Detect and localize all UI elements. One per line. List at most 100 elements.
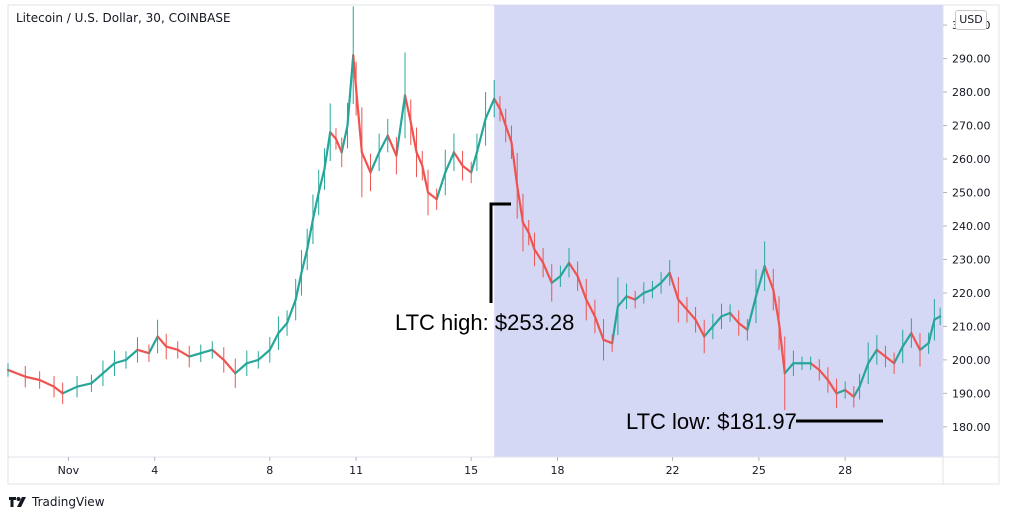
price-segment: [211, 348, 225, 362]
price-segment: [306, 218, 315, 251]
x-tick-label: 4: [151, 464, 158, 477]
price-segment: [772, 288, 781, 325]
price-segment: [113, 358, 128, 365]
high-annotation-line: [489, 202, 511, 303]
price-segment: [542, 261, 553, 284]
price-segment: [156, 335, 168, 348]
price-segment: [550, 275, 562, 284]
price-segment: [858, 362, 870, 388]
price-segment: [737, 321, 749, 331]
price-segment: [685, 308, 697, 321]
price-segment: [475, 117, 487, 154]
price-segment: [311, 191, 320, 221]
price-segment: [386, 134, 398, 157]
x-tick-label: 15: [464, 464, 478, 477]
y-tick-label: 190.00: [952, 387, 991, 400]
price-segment: [360, 151, 372, 174]
price-segment: [527, 231, 536, 251]
price-segment: [651, 281, 663, 291]
price-segment: [504, 124, 513, 144]
price-segment: [729, 311, 740, 325]
y-tick-label: 290.00: [952, 53, 991, 66]
price-segment: [421, 164, 430, 194]
price-segment: [668, 271, 680, 301]
price-segment: [329, 131, 338, 141]
footer: TradingView: [8, 492, 105, 512]
price-segment: [720, 311, 732, 318]
price-segment: [461, 164, 473, 174]
price-segment: [90, 372, 105, 385]
chart-svg: 180.00 190.00 200.00 210.00 220.00 230.00 240.…: [6, 4, 1000, 485]
price-segment: [783, 362, 795, 375]
price-segment: [435, 171, 447, 201]
price-segment: [268, 332, 280, 351]
price-segment: [852, 385, 861, 398]
low-annotation-label: LTC low: $181.97: [626, 409, 797, 434]
price-segment: [576, 275, 588, 301]
price-segment: [559, 261, 571, 278]
symbol-label: Litecoin / U.S. Dollar, 30, COINBASE: [16, 11, 231, 25]
price-segment: [188, 352, 202, 358]
y-tick-label: 260.00: [952, 153, 991, 166]
y-tick-label: 250.00: [952, 186, 991, 199]
price-segment: [277, 321, 289, 335]
price-segment: [884, 355, 896, 365]
price-segment: [403, 94, 412, 124]
price-segment: [711, 315, 723, 328]
price-segment: [24, 375, 41, 382]
price-segment: [52, 385, 64, 395]
price-segment: [777, 321, 786, 375]
price-segment: [234, 362, 248, 375]
price-segment: [75, 382, 93, 388]
price-segment: [61, 385, 79, 395]
price-segment: [567, 261, 579, 278]
price-segment: [395, 94, 407, 157]
price-segment: [835, 388, 847, 395]
x-tick-label: 28: [838, 464, 852, 477]
price-segment: [585, 298, 596, 318]
price-segment: [294, 271, 303, 301]
price-segment: [415, 151, 424, 167]
price-segment: [611, 305, 620, 345]
currency-badge[interactable]: USD: [955, 10, 987, 30]
price-segment: [444, 151, 456, 174]
price-segment: [199, 348, 214, 355]
price-segment: [892, 345, 904, 365]
price-segment: [867, 348, 878, 365]
price-segment: [165, 345, 179, 351]
price-segment: [484, 97, 496, 120]
price-segment: [625, 295, 637, 301]
price-segment: [340, 124, 349, 154]
price-segment: [300, 248, 309, 274]
price-segment: [746, 295, 758, 331]
tradingview-logo-icon: [9, 497, 26, 507]
price-segment: [510, 141, 519, 187]
price-segment: [910, 332, 922, 351]
brand-label: TradingView: [32, 495, 105, 509]
x-tick-label: 18: [550, 464, 564, 477]
x-tick-label: 11: [349, 464, 363, 477]
y-tick-label: 240.00: [952, 220, 991, 233]
chart-frame: 180.00 190.00 200.00 210.00 220.00 230.00 240.…: [6, 4, 1000, 485]
price-segment: [516, 184, 525, 224]
price-segment: [6, 368, 27, 378]
price-segment: [918, 342, 930, 351]
y-tick-label: 270.00: [952, 120, 991, 133]
price-segment: [176, 348, 191, 358]
highlight-region: [494, 5, 943, 457]
price-segment: [101, 362, 116, 375]
price-segment: [136, 348, 151, 355]
price-segment: [593, 315, 605, 341]
price-segment: [602, 338, 614, 345]
price-segment: [694, 318, 706, 338]
price-segment: [826, 378, 838, 395]
price-segment: [147, 335, 159, 355]
y-tick-label: 220.00: [952, 287, 991, 300]
price-segment: [809, 362, 821, 372]
price-segment: [659, 271, 671, 284]
price-segment: [222, 358, 237, 375]
price-segment: [378, 134, 389, 154]
price-segment: [677, 298, 689, 311]
price-segment: [521, 221, 530, 234]
price-segment: [703, 325, 714, 338]
